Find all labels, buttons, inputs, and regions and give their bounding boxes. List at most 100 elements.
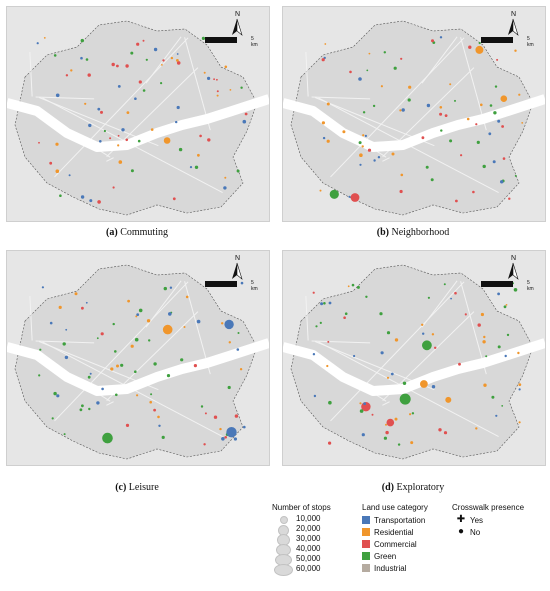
- stop-marker: [88, 407, 91, 411]
- stop-marker: [496, 58, 499, 61]
- legend-label: Green: [374, 551, 397, 561]
- stop-marker: [53, 391, 57, 396]
- stop-marker: [146, 319, 151, 323]
- stop-marker: [56, 394, 60, 398]
- dot-icon: ●: [457, 526, 465, 537]
- stop-marker: [145, 58, 148, 61]
- stop-marker: [439, 36, 443, 39]
- stop-marker: [196, 319, 201, 324]
- stop-marker: [454, 291, 457, 295]
- stop-marker: [166, 374, 171, 378]
- stop-marker: [79, 408, 83, 412]
- stop-marker: [455, 199, 458, 203]
- stop-marker: [117, 85, 121, 88]
- district-line: [305, 51, 309, 97]
- legend-label: 30,000: [296, 534, 321, 543]
- stop-marker: [386, 376, 390, 379]
- stop-marker: [383, 51, 386, 54]
- stop-marker: [494, 85, 498, 88]
- caption-label: (b): [376, 227, 389, 238]
- north-letter: N: [235, 255, 241, 262]
- caption-neighborhood: (b) Neighborhood: [282, 227, 544, 238]
- legend-title: Number of stops: [272, 503, 331, 512]
- stop-marker: [476, 140, 480, 144]
- legend-landuse-item: Commercial: [362, 538, 447, 550]
- stop-marker: [373, 159, 376, 162]
- stop-marker: [385, 423, 387, 426]
- stop-marker: [223, 186, 227, 190]
- stop-marker: [99, 140, 102, 143]
- district-line: [29, 295, 33, 341]
- map-panel-commuting: N 5 km: [6, 6, 270, 222]
- stop-marker: [514, 174, 517, 177]
- stop-marker: [118, 160, 123, 164]
- stop-marker: [489, 104, 493, 107]
- stop-marker: [116, 64, 119, 68]
- stop-marker: [117, 144, 120, 147]
- stop-marker: [521, 122, 524, 124]
- stop-marker: [320, 302, 324, 306]
- legend-label: 10,000: [296, 514, 321, 523]
- district-line: [330, 37, 465, 178]
- stop-marker: [242, 119, 247, 124]
- stop-marker: [400, 173, 404, 177]
- stop-marker: [216, 90, 219, 93]
- stop-marker: [356, 285, 360, 289]
- stop-marker: [237, 332, 240, 334]
- map-panel-neighborhood: N 5 km: [282, 6, 546, 222]
- caption-label: (c): [115, 482, 127, 493]
- stop-marker: [203, 443, 206, 446]
- stop-marker: [55, 93, 60, 98]
- stop-marker: [163, 286, 167, 291]
- stop-marker: [64, 355, 69, 360]
- stop-marker: [172, 197, 176, 201]
- district-line: [145, 280, 182, 328]
- stop-marker: [176, 53, 179, 55]
- stop-marker: [244, 112, 248, 116]
- stop-marker: [365, 295, 368, 298]
- stop-marker: [240, 86, 243, 89]
- legend-label: 20,000: [296, 524, 321, 533]
- stop-marker: [460, 154, 463, 157]
- stop-marker: [475, 123, 478, 126]
- stop-marker: [136, 42, 140, 46]
- north-arrow-scalebar: N 5 km: [205, 255, 259, 292]
- stop-marker: [207, 138, 211, 142]
- stop-marker: [101, 387, 104, 391]
- north-arrow-scalebar: N 5 km: [481, 255, 535, 292]
- stop-marker: [312, 291, 315, 294]
- map-panel-leisure: N 5 km: [6, 250, 270, 466]
- north-letter: N: [235, 11, 241, 18]
- scale-bar: [481, 37, 513, 43]
- stop-marker: [421, 136, 425, 140]
- stop-marker: [137, 139, 141, 143]
- north-arrow-scalebar: N 5 km: [205, 11, 259, 48]
- stop-marker: [138, 308, 143, 313]
- stop-marker: [111, 62, 115, 67]
- stop-marker: [197, 153, 200, 157]
- stop-marker: [326, 364, 329, 368]
- district-line: [421, 280, 458, 328]
- stop-marker: [422, 332, 425, 335]
- stop-marker: [342, 130, 346, 134]
- stop-marker: [315, 325, 318, 328]
- stop-marker: [125, 423, 130, 427]
- caption-commuting: (a) Commuting: [6, 227, 268, 238]
- stop-marker: [168, 312, 172, 316]
- stop-marker: [63, 433, 66, 436]
- stop-marker: [518, 383, 522, 386]
- stop-marker: [518, 388, 521, 391]
- stop-marker: [55, 142, 59, 146]
- stop-marker: [480, 312, 484, 317]
- stop-marker: [80, 38, 85, 43]
- stop-marker: [321, 121, 325, 125]
- stop-marker: [393, 66, 397, 70]
- stop-marker: [359, 402, 362, 405]
- legend-label: 60,000: [296, 564, 321, 573]
- stop-marker: [185, 295, 189, 299]
- stop-marker: [409, 413, 412, 416]
- stop-marker: [163, 137, 171, 144]
- stop-marker: [319, 321, 322, 324]
- stop-marker: [100, 110, 103, 114]
- legend-crosswalk-item: ✚ Yes: [452, 514, 544, 526]
